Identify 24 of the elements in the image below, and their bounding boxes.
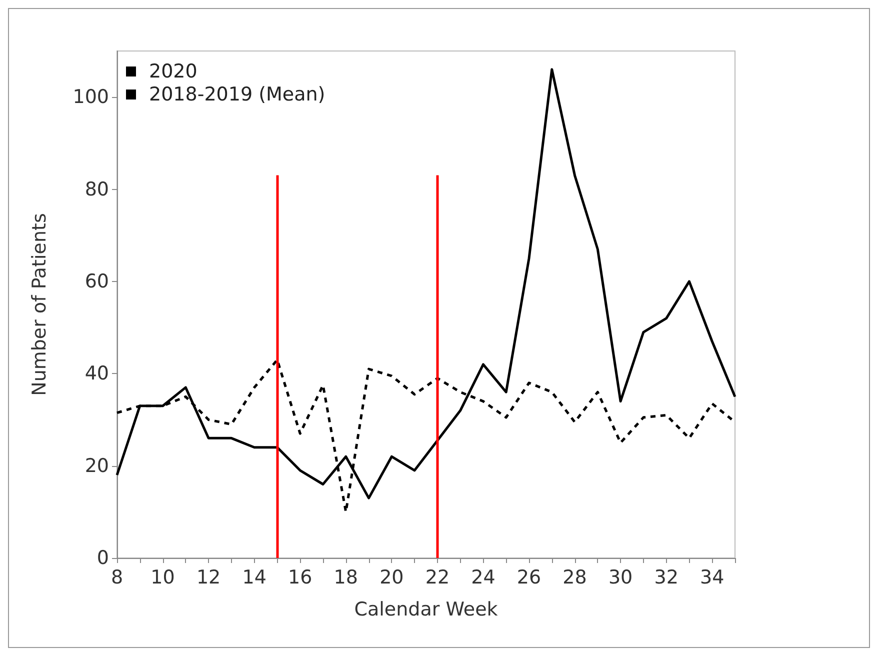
x-tick-label: 34 xyxy=(700,566,724,588)
x-tick-label: 22 xyxy=(425,566,450,588)
x-tick-label: 24 xyxy=(471,566,496,588)
x-axis-title: Calendar Week xyxy=(354,598,498,620)
x-tick-label: 10 xyxy=(150,566,175,588)
y-axis-title: Number of Patients xyxy=(28,213,50,396)
y-tick-label: 0 xyxy=(96,547,109,569)
x-tick-label: 26 xyxy=(516,566,542,588)
x-tick-label: 14 xyxy=(242,566,266,588)
x-tick-label: 32 xyxy=(654,566,678,588)
x-tick-label: 12 xyxy=(196,566,221,588)
y-tick-label: 80 xyxy=(84,178,109,200)
y-tick-label: 60 xyxy=(84,270,109,292)
y-tick-label: 100 xyxy=(72,86,109,108)
legend-label: 2020 xyxy=(149,60,198,82)
x-tick-label: 30 xyxy=(608,566,633,588)
x-tick-label: 18 xyxy=(334,566,358,588)
x-tick-label: 8 xyxy=(110,566,124,588)
x-tick-label: 16 xyxy=(288,566,312,588)
legend-label: 2018-2019 (Mean) xyxy=(149,84,326,106)
x-tick-label: 20 xyxy=(380,566,404,588)
y-tick-label: 20 xyxy=(84,454,109,477)
y-tick-label: 40 xyxy=(84,362,109,385)
x-tick-label: 28 xyxy=(562,566,587,588)
